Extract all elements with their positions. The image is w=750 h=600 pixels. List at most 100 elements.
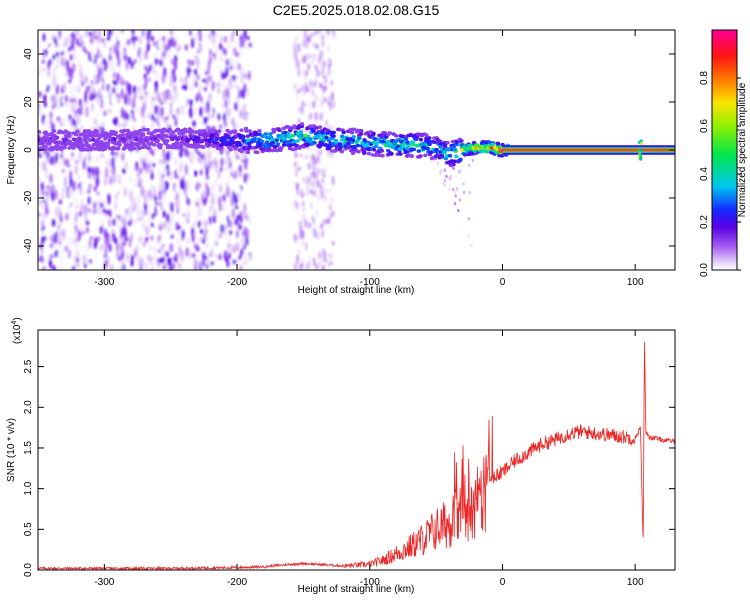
speckle	[95, 166, 99, 178]
speckle	[178, 244, 182, 256]
speckle	[321, 203, 325, 213]
ridge-blob	[257, 129, 262, 133]
speckle	[134, 114, 138, 120]
speckle	[97, 236, 101, 241]
snr-y-label: SNR (10 * v/v)	[6, 418, 17, 482]
speckle	[69, 156, 73, 165]
speckle	[57, 252, 61, 258]
speckle	[234, 63, 238, 72]
speckle	[43, 193, 47, 202]
speckle	[229, 212, 233, 223]
speckle	[78, 61, 82, 69]
speckle	[221, 57, 225, 63]
speckle	[157, 248, 162, 254]
speckle	[299, 224, 303, 234]
speckle	[76, 112, 80, 121]
speckle	[221, 70, 225, 80]
colorbar-cell	[712, 214, 737, 217]
ridge-blob	[217, 129, 222, 133]
speckle	[154, 104, 158, 115]
y-tick-label: 0.0	[23, 563, 34, 577]
speckle	[61, 58, 65, 66]
speckle	[139, 46, 143, 57]
speckle	[112, 71, 116, 79]
ridge-blob	[38, 135, 41, 139]
speckle	[61, 97, 66, 104]
speckle	[116, 42, 120, 51]
colorbar-cell	[712, 232, 737, 235]
speckle	[238, 177, 242, 187]
speckle	[147, 77, 152, 82]
speckle	[47, 168, 51, 176]
speckle	[55, 33, 60, 41]
speckle	[248, 42, 252, 48]
colorbar-cell	[712, 204, 737, 207]
speckle	[151, 162, 156, 168]
colorbar-cell	[712, 174, 737, 177]
speckle	[318, 55, 321, 64]
ridge-blob	[291, 140, 296, 144]
speckle	[207, 96, 211, 102]
colorbar-cell	[712, 254, 737, 257]
speckle	[445, 174, 448, 179]
ridge-blob	[165, 139, 170, 143]
speckle	[203, 104, 208, 114]
speckle	[216, 114, 221, 119]
speckle	[189, 98, 193, 107]
colorbar-cell	[712, 116, 737, 119]
speckle	[181, 179, 185, 191]
speckle	[300, 188, 303, 199]
speckle	[140, 95, 144, 101]
speckle	[191, 231, 195, 243]
ridge-blob	[409, 154, 415, 158]
colorbar-cell	[712, 234, 737, 237]
speckle	[59, 221, 64, 231]
ridge-blob	[243, 126, 249, 131]
speckle	[239, 41, 243, 48]
speckle	[174, 169, 178, 179]
speckle	[222, 112, 227, 123]
speckle	[189, 149, 193, 159]
speckle	[67, 65, 71, 78]
colorbar-cell	[712, 136, 737, 139]
ridge-blob	[349, 148, 354, 153]
speckle	[110, 60, 115, 72]
speckle	[76, 261, 80, 268]
speckle	[320, 111, 323, 120]
speckle	[89, 202, 93, 212]
speckle	[331, 175, 335, 186]
speckle	[307, 117, 310, 126]
speckle	[319, 30, 322, 39]
speckle	[78, 42, 82, 48]
ridge-blob	[341, 130, 346, 135]
speckle	[62, 221, 66, 229]
colorbar-cell	[712, 68, 737, 71]
speckle	[138, 236, 142, 244]
speckle	[165, 181, 169, 191]
speckle	[234, 205, 239, 210]
speckle	[120, 30, 124, 34]
speckle	[208, 55, 213, 64]
speckle	[195, 183, 199, 191]
speckle	[59, 263, 63, 270]
ridge-blob	[479, 141, 485, 146]
speckle	[307, 184, 311, 192]
speckle	[155, 91, 159, 99]
speckle	[323, 60, 326, 67]
speckle	[69, 202, 73, 207]
ridge-blob	[270, 137, 275, 142]
ridge-blob	[339, 149, 345, 154]
speckle	[309, 112, 312, 120]
colorbar-cell	[712, 84, 737, 87]
speckle	[191, 30, 196, 34]
speckle	[89, 43, 93, 51]
colorbar-cell	[712, 122, 737, 125]
speckle	[175, 221, 179, 231]
speckle	[210, 261, 215, 266]
speckle	[237, 191, 241, 202]
speckle	[311, 215, 314, 220]
ridge-blob	[84, 140, 89, 145]
speckle	[197, 155, 201, 163]
speckle	[55, 51, 60, 58]
colorbar-cell	[712, 246, 737, 249]
